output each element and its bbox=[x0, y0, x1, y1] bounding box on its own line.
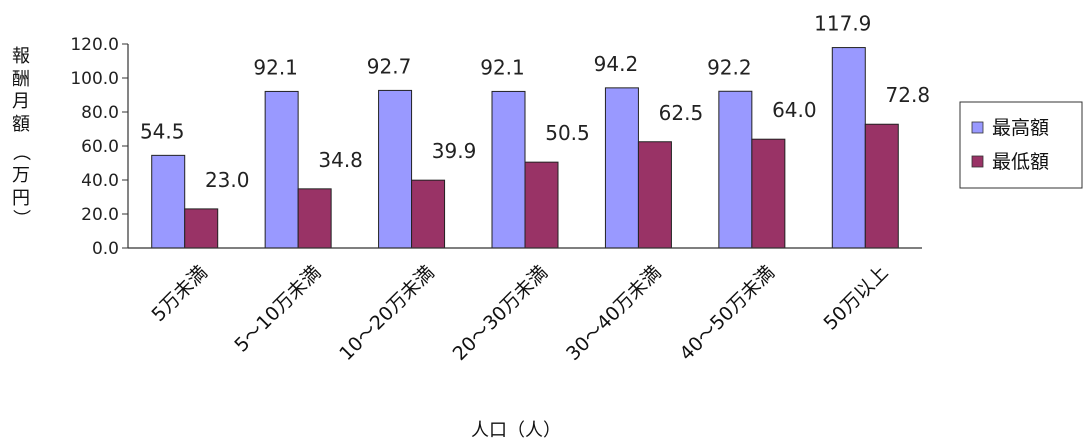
data-label-max: 92.1 bbox=[253, 55, 298, 79]
y-axis-ticks: 0.0 20.0 40.0 60.0 80.0 100.0 120.0 bbox=[70, 35, 128, 259]
y-tick-label: 60.0 bbox=[81, 137, 119, 157]
x-axis-categories: 5万未満 5～10万未満 10～20万未満 20～30万未満 30～40万未満 40～50… bbox=[147, 262, 892, 365]
legend-box bbox=[959, 101, 1083, 189]
y-axis-title-char: 円 bbox=[12, 188, 30, 209]
bars bbox=[151, 47, 899, 249]
data-label-min: 64.0 bbox=[772, 98, 817, 122]
bar-min bbox=[524, 161, 559, 249]
bar-min bbox=[297, 188, 332, 249]
data-label-max: 54.5 bbox=[140, 119, 185, 143]
x-category-label: 50万以上 bbox=[819, 262, 892, 335]
legend-swatch-max bbox=[971, 121, 984, 134]
y-tick-label: 0.0 bbox=[92, 239, 119, 259]
legend-label-min: 最低額 bbox=[992, 151, 1049, 173]
data-label-max: 92.7 bbox=[367, 54, 412, 78]
x-category-label: 10～20万未満 bbox=[335, 262, 438, 365]
y-axis-title-char: 月 bbox=[12, 91, 30, 112]
data-label-min: 62.5 bbox=[659, 101, 704, 125]
data-label-min: 23.0 bbox=[205, 168, 250, 192]
data-label-min: 34.8 bbox=[318, 148, 363, 172]
data-labels: 54.5 23.0 92.1 34.8 92.7 39.9 92.1 50.5 94.2 62.5… bbox=[140, 12, 930, 192]
y-tick-label: 40.0 bbox=[81, 171, 119, 191]
y-axis-title-char: 額 bbox=[12, 114, 30, 135]
x-category-label: 20～30万未満 bbox=[449, 262, 552, 365]
bar-max bbox=[604, 87, 639, 249]
bar-max bbox=[718, 90, 753, 249]
x-category-label: 40～50万未満 bbox=[676, 262, 779, 365]
legend-swatch-min bbox=[971, 155, 984, 168]
data-label-min: 72.8 bbox=[886, 83, 931, 107]
bar-max bbox=[831, 47, 866, 249]
bar-min bbox=[411, 179, 446, 249]
x-category-label: 5万未満 bbox=[147, 262, 211, 326]
bar-max bbox=[151, 154, 186, 249]
y-tick-label: 120.0 bbox=[70, 35, 119, 55]
y-axis-title-char: （ bbox=[10, 143, 31, 161]
y-tick-label: 20.0 bbox=[81, 205, 119, 225]
y-tick-label: 100.0 bbox=[70, 69, 119, 89]
y-axis-title-char: 酬 bbox=[12, 69, 30, 90]
bar-min bbox=[637, 141, 672, 249]
data-label-max: 94.2 bbox=[594, 52, 639, 76]
y-tick-label: 80.0 bbox=[81, 103, 119, 123]
data-label-max: 92.2 bbox=[707, 55, 752, 79]
data-label-min: 39.9 bbox=[432, 139, 477, 163]
bar-min bbox=[751, 138, 786, 249]
bar-max bbox=[264, 90, 299, 249]
data-label-min: 50.5 bbox=[545, 121, 590, 145]
bar-min bbox=[184, 208, 219, 249]
data-label-max: 92.1 bbox=[480, 55, 525, 79]
x-axis-title: 人口（人） bbox=[471, 420, 561, 441]
x-category-label: 30～40万未満 bbox=[562, 262, 665, 365]
legend-label-max: 最高額 bbox=[992, 117, 1049, 139]
bar-min bbox=[864, 123, 899, 249]
bar-max bbox=[378, 89, 413, 249]
data-label-max: 117.9 bbox=[814, 12, 871, 36]
y-axis-title-char: 万 bbox=[12, 165, 30, 186]
bar-max bbox=[491, 90, 526, 249]
y-axis-title-char: ） bbox=[10, 209, 31, 227]
y-axis-title-char: 報 bbox=[12, 46, 30, 67]
x-category-label: 5～10万未満 bbox=[230, 262, 325, 357]
legend: 最高額 最低額 bbox=[959, 101, 1083, 189]
